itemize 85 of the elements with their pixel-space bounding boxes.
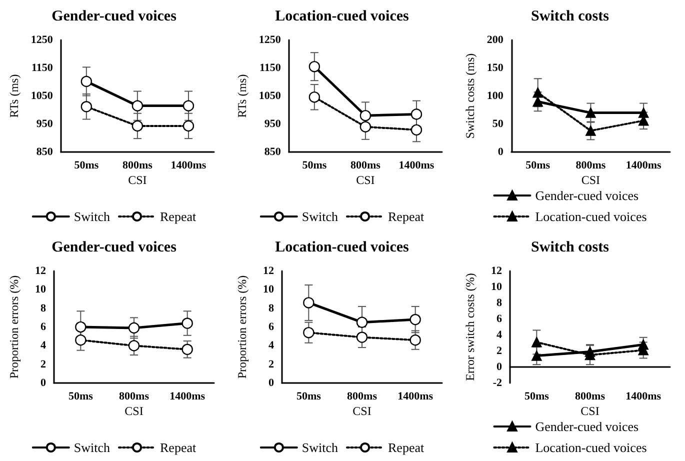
y-tick-label: 850 <box>264 146 282 158</box>
legend-label: Repeat <box>160 209 196 224</box>
chart-title: Gender-cued voices <box>52 8 177 24</box>
y-tick-label: 6 <box>496 312 502 324</box>
x-tick-label: 800ms <box>576 160 606 172</box>
y-tick-label: 50 <box>492 118 504 130</box>
x-tick-label: 50ms <box>302 160 328 172</box>
y-tick-label: 4 <box>268 339 274 352</box>
legend-label: Switch <box>302 209 339 224</box>
legend-label: Gender-cued voices <box>535 188 639 203</box>
x-tick-label: 1400ms <box>170 390 206 402</box>
y-tick-label: 6 <box>268 320 274 332</box>
y-tick-label: 150 <box>486 62 504 74</box>
x-tick-label: 1400ms <box>626 160 662 172</box>
y-tick-label: 0 <box>496 360 502 372</box>
y-axis-title: Switch costs (ms) <box>463 53 477 139</box>
y-tick-label: 1150 <box>259 62 282 74</box>
x-axis-title: CSI <box>356 173 375 187</box>
x-tick-label: 1400ms <box>398 160 435 172</box>
legend-label: Switch <box>74 209 111 224</box>
x-tick-label: 800ms <box>347 390 378 402</box>
y-tick-label: 1150 <box>31 62 54 74</box>
legend-label: Location-cued voices <box>535 440 647 454</box>
x-tick-label: 800ms <box>122 160 154 172</box>
y-tick-label: 100 <box>486 90 504 102</box>
y-tick-label: 1050 <box>30 90 54 102</box>
chart-title: Gender-cued voices <box>52 239 177 255</box>
legend-label: Switch <box>74 440 111 454</box>
y-tick-label: 1050 <box>258 90 282 102</box>
y-axis-title: RTs (ms) <box>7 74 21 118</box>
y-tick-label: 2 <box>40 358 46 370</box>
y-tick-label: 1250 <box>258 34 282 46</box>
x-tick-label: 50ms <box>74 160 100 172</box>
x-tick-label: 1400ms <box>626 390 662 402</box>
legend-label: Repeat <box>160 440 196 454</box>
legend-label: Switch <box>302 440 339 454</box>
chart-title: Location-cued voices <box>275 8 410 24</box>
y-axis-title: RTs (ms) <box>235 74 249 118</box>
y-tick-label: 1250 <box>30 34 54 46</box>
x-tick-label: 1400ms <box>170 160 207 172</box>
chart-title: Switch costs <box>531 8 610 24</box>
y-tick-label: 4 <box>496 328 502 340</box>
x-tick-label: 1400ms <box>398 390 434 402</box>
x-axis-title: CSI <box>352 404 372 418</box>
y-tick-label: 4 <box>40 339 46 352</box>
x-tick-label: 50ms <box>524 390 550 402</box>
y-tick-label: 12 <box>35 264 46 276</box>
x-axis-title: CSI <box>580 404 600 418</box>
y-tick-label: 2 <box>496 344 502 356</box>
x-axis-title: CSI <box>128 173 147 187</box>
y-tick-label: 0 <box>268 376 274 388</box>
x-tick-label: 50ms <box>296 390 322 402</box>
y-axis-title: Proportion errors (%) <box>235 274 249 378</box>
legend-label: Location-cued voices <box>535 209 647 224</box>
y-tick-label: 8 <box>40 302 46 314</box>
y-tick-label: 10 <box>491 280 502 292</box>
x-axis-title: CSI <box>581 173 600 187</box>
y-tick-label: 10 <box>35 283 46 296</box>
chart-title: Switch costs <box>531 239 610 255</box>
x-tick-label: 800ms <box>575 390 606 402</box>
x-axis-title: CSI <box>124 404 144 418</box>
y-tick-label: -2 <box>492 376 502 388</box>
y-axis-title: Error switch costs (%) <box>463 272 477 380</box>
y-tick-label: 0 <box>498 146 504 158</box>
y-tick-label: 8 <box>496 296 502 308</box>
y-tick-label: 950 <box>264 118 282 130</box>
x-tick-label: 800ms <box>119 390 150 402</box>
y-tick-label: 200 <box>486 34 504 46</box>
y-tick-label: 2 <box>268 358 274 370</box>
x-tick-label: 50ms <box>68 390 94 402</box>
x-tick-label: 800ms <box>350 160 382 172</box>
y-tick-label: 6 <box>40 320 46 332</box>
chart-title: Location-cued voices <box>275 239 410 255</box>
y-axis-title: Proportion errors (%) <box>7 274 21 378</box>
x-tick-label: 50ms <box>526 160 551 172</box>
legend-label: Repeat <box>388 440 424 454</box>
y-tick-label: 0 <box>40 376 46 388</box>
y-tick-label: 12 <box>263 264 274 276</box>
y-tick-label: 8 <box>268 302 274 314</box>
y-tick-label: 950 <box>36 118 54 130</box>
y-tick-label: 850 <box>36 146 54 158</box>
legend-label: Gender-cued voices <box>535 418 639 434</box>
y-tick-label: 10 <box>263 283 274 296</box>
legend-label: Repeat <box>388 209 424 224</box>
y-tick-label: 12 <box>491 264 502 276</box>
